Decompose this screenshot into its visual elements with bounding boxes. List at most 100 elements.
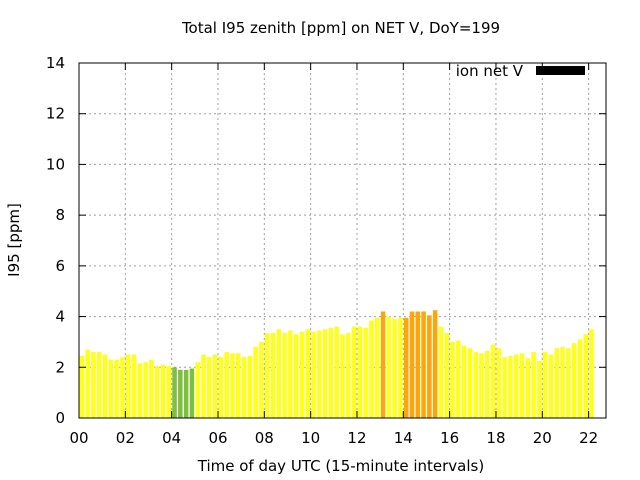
bar (398, 317, 403, 418)
bar (479, 353, 484, 418)
bar (502, 357, 507, 418)
bar (172, 367, 177, 418)
bar (589, 329, 594, 418)
y-tick-label: 4 (55, 308, 65, 326)
bar (230, 353, 235, 418)
y-tick-label: 10 (46, 155, 65, 173)
bar (427, 315, 432, 418)
bar (288, 330, 293, 418)
x-axis-label: Time of day UTC (15-minute intervals) (197, 457, 484, 475)
y-tick-label: 14 (46, 54, 65, 72)
bar (566, 348, 571, 418)
bar (374, 317, 380, 418)
bar (461, 345, 467, 418)
bar (513, 354, 519, 418)
x-tick-label: 20 (533, 429, 552, 447)
bar (537, 360, 542, 418)
x-tick-label: 02 (116, 429, 135, 447)
x-tick-label: 12 (347, 429, 366, 447)
bar (334, 326, 339, 418)
bar (241, 357, 247, 418)
bar (149, 359, 154, 418)
bar (409, 311, 415, 418)
bar (444, 333, 450, 418)
bar (542, 352, 548, 418)
bar (380, 311, 386, 418)
legend-label: ion net V (456, 62, 524, 80)
bar (91, 352, 96, 418)
bar (386, 316, 392, 418)
bar (276, 329, 282, 418)
bar (79, 355, 85, 418)
bar (270, 333, 276, 418)
bar (340, 334, 345, 418)
bar (508, 355, 513, 418)
bar (207, 357, 212, 418)
bar (421, 311, 426, 418)
bar (282, 333, 287, 418)
bar (120, 357, 125, 418)
bar (485, 350, 490, 418)
bar (560, 347, 565, 418)
bar (137, 363, 143, 418)
bar (183, 369, 189, 418)
bar (346, 333, 351, 418)
bar (548, 354, 554, 418)
bar (195, 362, 200, 418)
bar (299, 331, 305, 418)
bar (415, 311, 421, 418)
bar (490, 344, 496, 418)
x-tick-label: 06 (208, 429, 227, 447)
bar (160, 364, 166, 418)
bar (571, 343, 577, 418)
bar (583, 334, 588, 418)
x-tick-label: 14 (394, 429, 413, 447)
chart-title: Total I95 zenith [ppm] on NET V, DoY=199 (181, 19, 500, 37)
bar (224, 352, 229, 418)
bar (131, 354, 137, 418)
bar (102, 354, 108, 418)
x-tick-label: 00 (69, 429, 88, 447)
bars (79, 310, 594, 418)
bar (432, 310, 438, 418)
grid (79, 63, 606, 418)
bar (577, 339, 583, 418)
bar (317, 330, 322, 418)
bar (496, 348, 502, 418)
bar (143, 362, 148, 418)
bar (235, 353, 241, 418)
bar (293, 334, 299, 418)
bar (212, 354, 218, 418)
bar (201, 354, 206, 418)
y-tick-label: 2 (55, 358, 65, 376)
bar (322, 329, 328, 418)
bar (351, 326, 357, 418)
y-tick-label: 8 (55, 206, 65, 224)
bar (259, 341, 264, 418)
x-tick-label: 04 (162, 429, 181, 447)
bar (97, 352, 102, 418)
ticks (78, 62, 606, 419)
x-tick-label: 10 (301, 429, 320, 447)
bar (311, 331, 316, 418)
bar (247, 355, 253, 418)
legend-swatch (536, 66, 585, 75)
bar (178, 369, 183, 418)
bar (456, 340, 461, 418)
bar (114, 359, 119, 418)
bar (85, 349, 90, 418)
y-tick-label: 6 (55, 257, 65, 275)
bar (328, 327, 334, 418)
bar (473, 352, 478, 418)
x-tick-label: 18 (486, 429, 505, 447)
bar (519, 353, 525, 418)
bar (369, 320, 374, 418)
bar (125, 354, 131, 418)
plot-frame (78, 62, 607, 419)
bar (450, 341, 455, 418)
bar (467, 348, 473, 418)
bar (363, 327, 368, 418)
bar (264, 333, 270, 418)
